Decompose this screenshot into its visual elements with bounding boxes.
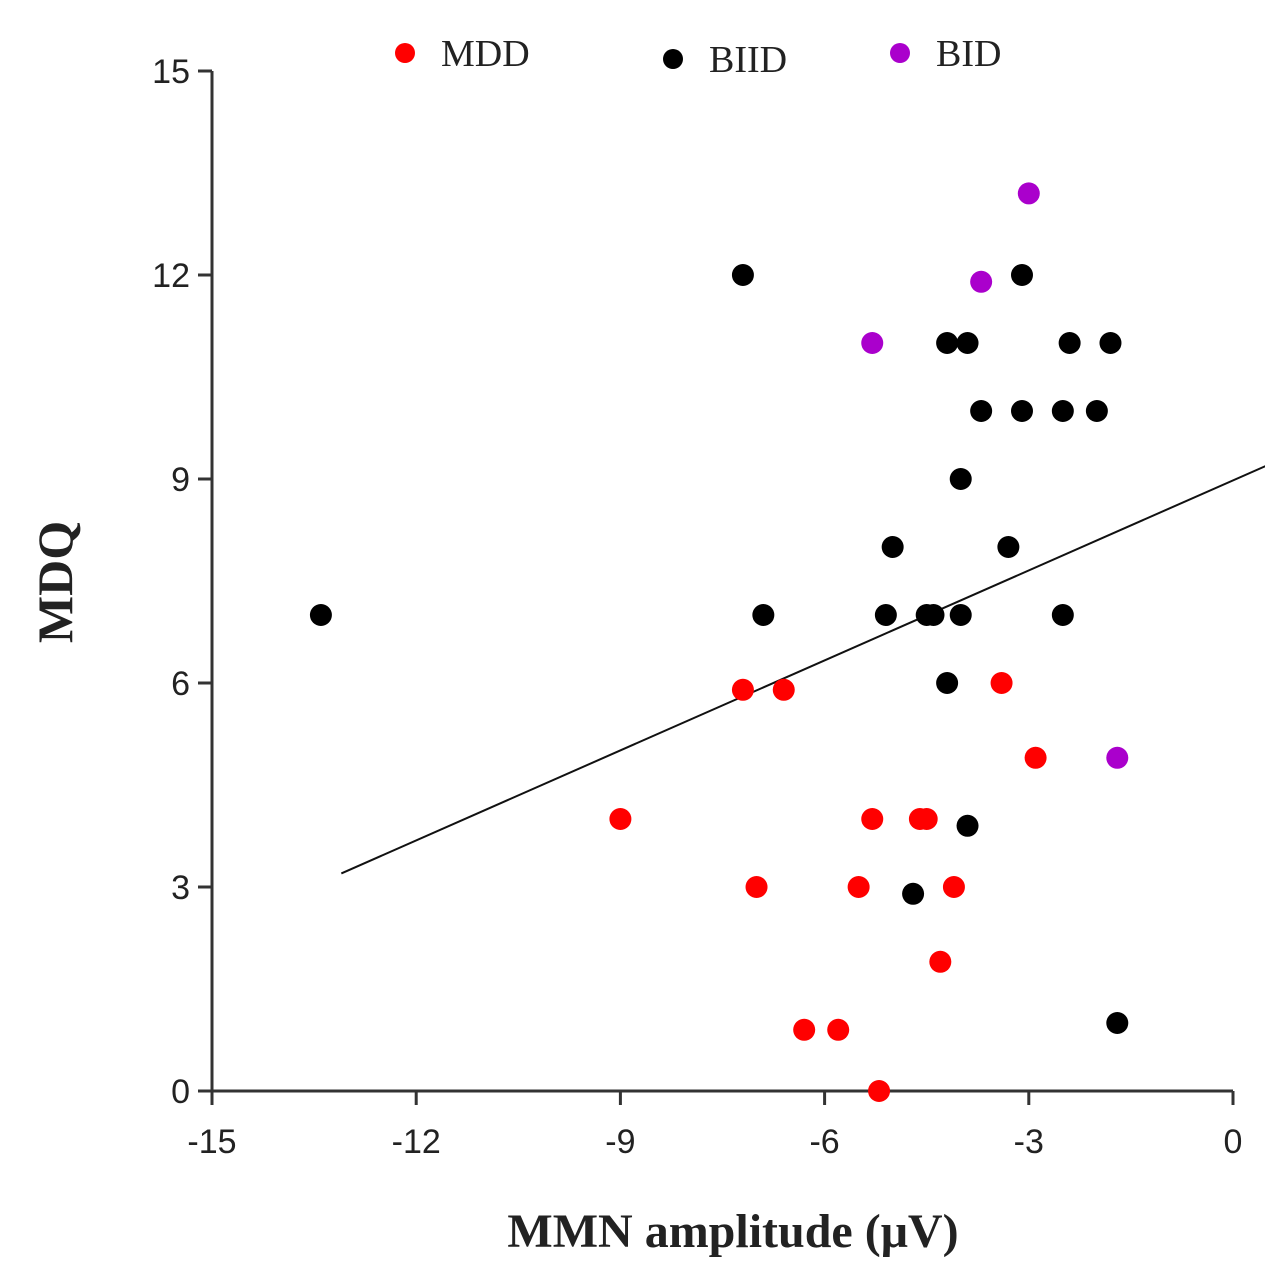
x-tick-label: -12 <box>392 1123 441 1161</box>
biid-point <box>936 672 959 694</box>
x-tick-label: 0 <box>1224 1123 1243 1161</box>
biid-point <box>874 604 897 626</box>
y-tick-label: 0 <box>171 1073 190 1111</box>
x-tick-label: -3 <box>1014 1123 1044 1161</box>
regression-line-group <box>340 465 1265 875</box>
biid-point <box>1099 332 1122 354</box>
y-axis-title: MDQ <box>27 521 83 643</box>
mdd-point <box>861 808 884 830</box>
biid-point <box>902 882 925 905</box>
x-tick-label: -15 <box>187 1123 236 1161</box>
mdd-point <box>731 678 754 701</box>
axes <box>210 71 1233 1093</box>
mdd-point <box>990 672 1013 694</box>
biid-point <box>1106 1012 1129 1034</box>
mdd-point <box>609 808 632 830</box>
y-tick-label: 15 <box>152 53 190 91</box>
y-tick-label: 9 <box>171 461 190 499</box>
data-points <box>309 182 1129 1102</box>
bid-point <box>1106 746 1129 769</box>
legend-label-bid: BID <box>936 33 1001 75</box>
bid-point <box>970 270 993 293</box>
biid-point <box>949 468 972 490</box>
biid-point <box>752 604 775 626</box>
biid-point <box>309 604 332 626</box>
biid-point <box>731 264 754 286</box>
mdd-point <box>847 876 870 898</box>
legend-label-biid: BIID <box>709 39 787 81</box>
biid-point <box>1058 332 1081 354</box>
biid-point <box>997 536 1020 558</box>
mdd-point <box>772 678 795 701</box>
x-axis-title: MMN amplitude (μV) <box>507 1205 958 1258</box>
biid-point <box>936 332 959 354</box>
y-tick-label: 6 <box>171 665 190 703</box>
mdd-point <box>929 950 952 973</box>
mdd-point <box>915 808 938 830</box>
axis-ticks: 0 3 6 9 12 15 -15 -12 -9 -6 -3 0 <box>152 53 1242 1161</box>
biid-point <box>1010 264 1033 286</box>
biid-point <box>970 400 993 422</box>
mdd-point <box>827 1018 850 1041</box>
biid-point <box>956 814 979 837</box>
biid-point <box>949 604 972 626</box>
x-tick-label: -9 <box>605 1123 635 1161</box>
mdd-point <box>745 876 768 898</box>
mdd-point <box>942 876 965 898</box>
legend-marker-biid <box>663 49 683 69</box>
y-tick-label: 3 <box>171 869 190 907</box>
y-tick-label: 12 <box>152 257 190 295</box>
biid-point <box>1051 400 1074 422</box>
bid-point <box>1017 182 1040 205</box>
mdd-point <box>868 1080 891 1102</box>
biid-point <box>881 536 904 558</box>
x-tick-label: -6 <box>809 1123 839 1161</box>
regression-line <box>340 465 1265 875</box>
mdd-point <box>793 1018 816 1041</box>
biid-point <box>956 332 979 354</box>
biid-point <box>1010 400 1033 422</box>
legend-marker-mdd <box>395 43 415 63</box>
biid-point <box>922 604 945 626</box>
legend-marker-bid <box>890 43 910 63</box>
bid-point <box>861 332 884 354</box>
legend-label-mdd: MDD <box>441 33 530 75</box>
legend: MDD BIID BID <box>395 33 1001 81</box>
biid-point <box>1051 604 1074 626</box>
mdd-point <box>1024 746 1047 769</box>
biid-point <box>1085 400 1108 422</box>
